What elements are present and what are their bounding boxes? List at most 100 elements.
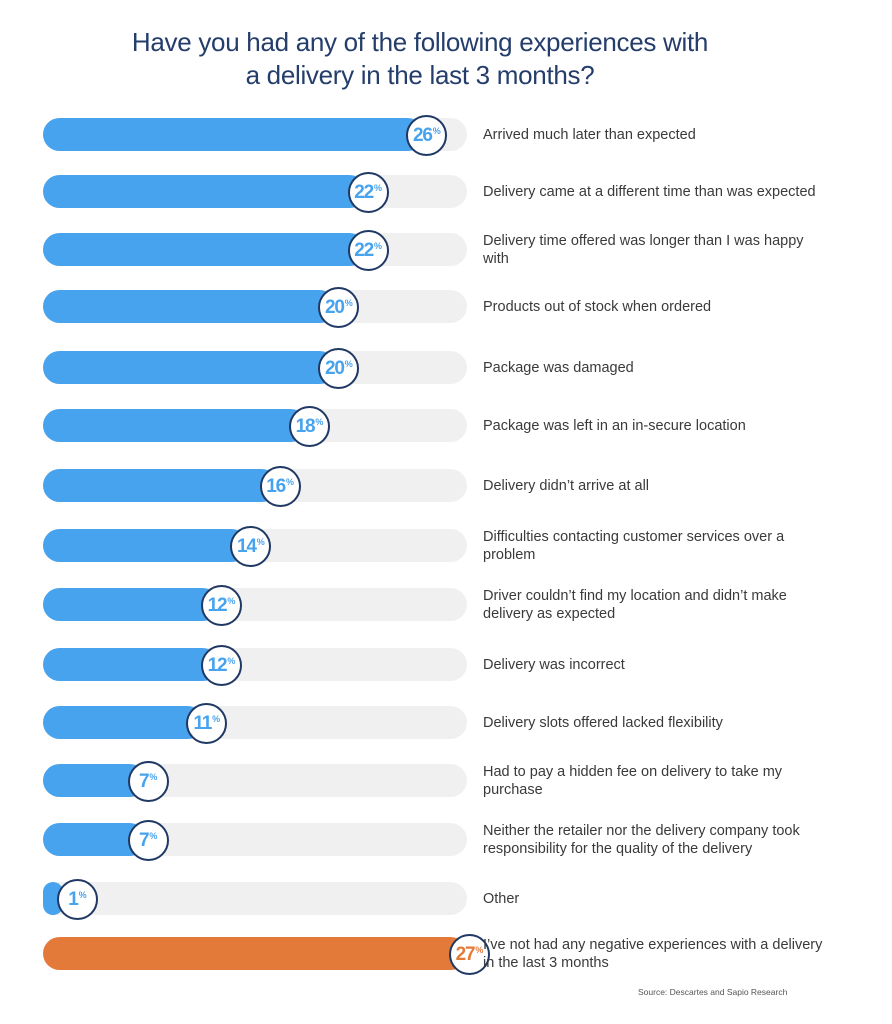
value-label: 14 [236,535,257,557]
bar [43,409,307,442]
value-badge: 22% [347,230,389,271]
bar [43,469,278,502]
category-label: Delivery didn’t arrive at all [483,478,650,494]
value-label: 22 [354,239,374,261]
chart-title: Have you had any of the following experi… [0,26,840,92]
chart-title-line-1: Have you had any of the following experi… [131,27,709,57]
value-label: 7 [138,829,150,851]
bar-row: 11% Delivery slots offered lacked flexibi… [0,703,892,744]
bar [43,588,219,621]
category-label: Delivery was incorrect [483,657,625,673]
percent-sign: % [78,889,87,900]
category-label: Products out of stock when ordered [483,299,712,315]
percent-sign: % [256,536,265,547]
bar-row: 26% Arrived much later than expected [0,115,892,156]
bar-track: 26% [43,115,467,156]
category-label: Neither the retailer nor the delivery co… [483,823,800,857]
chart-title-line-2: a delivery in the last 3 months? [245,60,595,90]
percent-sign: % [432,125,441,136]
value-badge: 14% [230,526,272,567]
bar-row: 7% Had to pay a hidden fee on delivery to… [0,761,892,802]
value-label: 12 [207,654,228,676]
bar [43,175,366,208]
value-badge: 12% [201,585,242,626]
bar-row: 22% Delivery came at a different time tha… [0,172,892,213]
percent-sign: % [227,595,236,606]
percent-sign: % [286,476,295,487]
value-label: 20 [324,296,345,318]
category-label: Delivery came at a different time than w… [483,184,816,200]
value-badge: 26% [406,115,448,156]
bar-track: 7% [43,761,467,802]
bar-row: 12% Driver couldn’t find my location and … [0,585,892,626]
bar-row: 22% Delivery time offered was longer than… [0,230,892,271]
bar-row: 20% Package was damaged [0,348,892,389]
value-label: 12 [207,594,228,616]
value-badge: 12% [201,645,242,686]
value-label: 26 [412,124,433,146]
percent-sign: % [344,297,353,308]
bar-row: 1% Other [0,879,892,920]
category-label: Delivery time offered was longer than I … [483,233,804,267]
value-label: 27 [455,943,476,965]
bar-row: 18% Package was left in an in-secure loca… [0,406,892,447]
bar-track: 22% [43,172,467,213]
category-label: Had to pay a hidden fee on delivery to t… [483,764,783,798]
bar-row: 16% Delivery didn’t arrive at all [0,466,892,507]
bar [43,706,205,739]
bar-row: 7% Neither the retailer nor the delivery … [0,820,892,861]
value-label: 7 [138,770,150,792]
bar [43,529,249,562]
source-note: Source: Descartes and Sapio Research [638,987,788,997]
bar-track: 18% [43,406,467,447]
bar-track: 14% [43,526,467,567]
percent-sign: % [149,830,158,841]
percent-sign: % [475,944,484,955]
value-badge: 7% [127,820,169,861]
category-label: Difficulties contacting customer service… [483,529,785,563]
category-label: I’ve not had any negative experiences wi… [483,937,823,971]
bar-row: 20% Products out of stock when ordered [0,287,892,328]
value-badge: 1% [57,879,98,920]
bar [43,233,366,266]
bar-track: 20% [43,348,467,389]
value-badge: 27% [449,934,490,975]
percent-sign: % [315,416,324,427]
bar-track: 1% [43,879,467,920]
value-badge: 11% [186,703,228,744]
bar-row: 14% Difficulties contacting customer serv… [0,526,892,567]
value-label: 1 [68,888,79,910]
bar-track: 16% [43,466,467,507]
bar-track: 20% [43,287,467,328]
bar [43,118,425,151]
category-label: Other [483,891,520,907]
value-label: 20 [324,357,345,379]
bar [43,351,337,384]
bar-row: 27% I’ve not had any negative experiences… [0,934,892,975]
value-badge: 18% [289,406,330,447]
value-label: 11 [193,712,212,734]
percent-sign: % [149,771,158,782]
value-badge: 16% [259,466,301,507]
percent-sign: % [212,713,221,724]
value-badge: 22% [347,172,389,213]
bar-track: 12% [43,645,467,686]
bar-track: 12% [43,585,467,626]
bar-track: 11% [43,703,467,744]
bar-track: 27% [43,934,490,975]
category-label: Package was left in an in-secure locatio… [483,418,746,434]
bar [43,648,219,681]
value-label: 18 [295,415,316,437]
percent-sign: % [374,182,383,193]
bar-row: 12% Delivery was incorrect [0,645,892,686]
percent-sign: % [227,655,236,666]
bar-track: 7% [43,820,467,861]
value-badge: 7% [127,761,169,802]
value-badge: 20% [318,287,360,328]
category-label: Arrived much later than expected [483,127,696,143]
value-label: 16 [266,475,286,497]
value-label: 22 [354,181,374,203]
category-label: Package was damaged [483,360,634,376]
percent-sign: % [374,240,383,251]
category-label: Delivery slots offered lacked flexibilit… [483,715,723,731]
